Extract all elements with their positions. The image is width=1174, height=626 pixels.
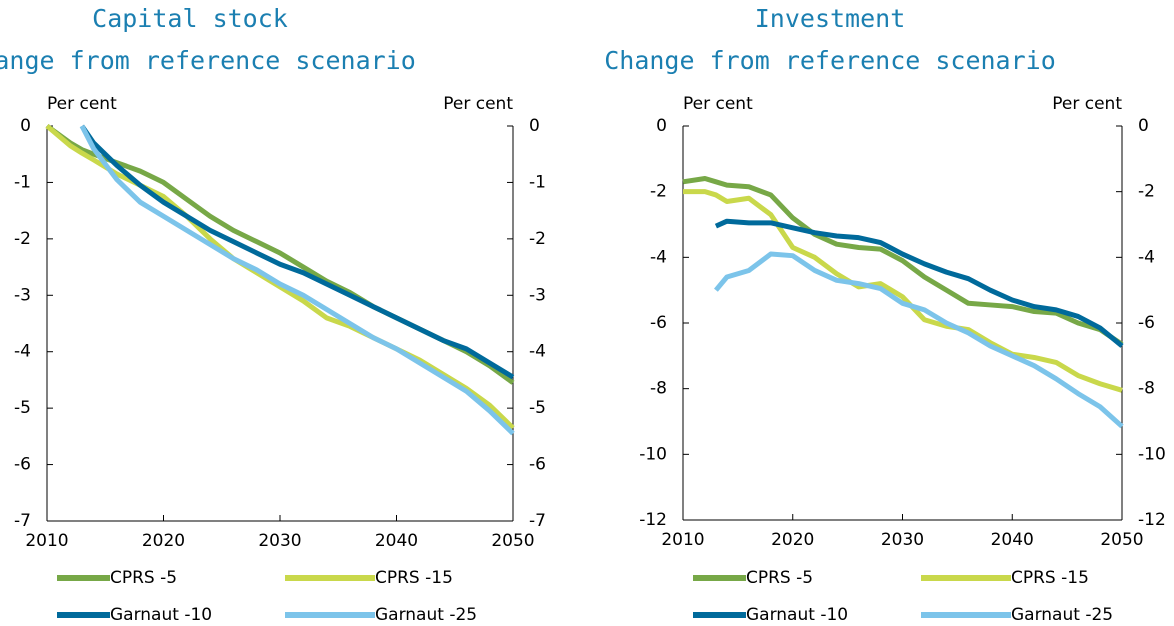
y-tick-label: 0 [656, 116, 667, 136]
y2-tick-label: -3 [529, 285, 546, 305]
y-tick-label: -2 [650, 182, 667, 202]
y-tick-label: -5 [14, 398, 31, 418]
y-tick-label: -3 [14, 285, 31, 305]
series-line [714, 251, 1124, 429]
x-tick-label: 2010 [25, 531, 68, 551]
y-tick-label: -1 [14, 172, 31, 192]
y-tick-label: -10 [639, 444, 667, 464]
series-line [79, 124, 515, 436]
y-axis-label: Per cent [47, 94, 117, 114]
y-tick-label: -6 [14, 455, 31, 475]
y-tick-label: -8 [650, 379, 667, 399]
y-tick-label: -4 [650, 247, 667, 267]
legend-label: CPRS -15 [375, 568, 453, 588]
y-tick-label: -12 [639, 510, 667, 530]
y2-tick-label: -7 [529, 511, 546, 531]
y2-tick-label: -4 [529, 342, 546, 362]
y-tick-label: -4 [14, 342, 31, 362]
legend-label: CPRS -15 [1011, 568, 1089, 588]
x-tick-label: 2030 [881, 530, 924, 550]
y2-tick-label: 0 [529, 116, 540, 136]
series-line [79, 124, 515, 380]
y2-tick-label: -6 [529, 455, 546, 475]
chart-title: Capital stock [92, 4, 288, 33]
chart-subtitle: Change from reference scenario [604, 46, 1056, 75]
legend-label: Garnaut -25 [1011, 605, 1113, 625]
y2-tick-label: -5 [529, 398, 546, 418]
y2-tick-label: -1 [529, 172, 546, 192]
y-tick-label: 0 [20, 116, 31, 136]
y2-tick-label: -4 [1138, 247, 1155, 267]
y2-tick-label: -12 [1138, 510, 1166, 530]
y2-axis-label: Per cent [443, 94, 513, 114]
x-tick-label: 2010 [661, 530, 704, 550]
y2-tick-label: 0 [1138, 116, 1149, 136]
x-tick-label: 2050 [1100, 530, 1143, 550]
series-line [45, 124, 515, 430]
legend-label: Garnaut -10 [746, 605, 848, 625]
x-tick-label: 2040 [375, 531, 418, 551]
chart-title: Investment [755, 4, 906, 33]
chart-subtitle: Change from reference scenario [0, 46, 416, 75]
series-line [683, 189, 1123, 393]
x-tick-label: 2050 [491, 531, 534, 551]
x-tick-label: 2030 [258, 531, 301, 551]
y2-axis-label: Per cent [1052, 94, 1122, 114]
legend-label: Garnaut -10 [110, 605, 212, 625]
y-axis-label: Per cent [683, 94, 753, 114]
legend-label: CPRS -5 [110, 568, 177, 588]
y-tick-label: -6 [650, 313, 667, 333]
y2-tick-label: -6 [1138, 313, 1155, 333]
y2-tick-label: -10 [1138, 444, 1166, 464]
y-tick-label: -7 [14, 511, 31, 531]
y-tick-label: -2 [14, 229, 31, 249]
x-tick-label: 2040 [991, 530, 1034, 550]
x-tick-label: 2020 [142, 531, 185, 551]
x-tick-label: 2020 [771, 530, 814, 550]
y2-tick-label: -2 [1138, 182, 1155, 202]
y2-tick-label: -8 [1138, 379, 1155, 399]
legend-label: Garnaut -25 [375, 605, 477, 625]
legend-label: CPRS -5 [746, 568, 813, 588]
series-line [682, 176, 1124, 347]
y2-tick-label: -2 [529, 229, 546, 249]
series-line [714, 218, 1124, 348]
